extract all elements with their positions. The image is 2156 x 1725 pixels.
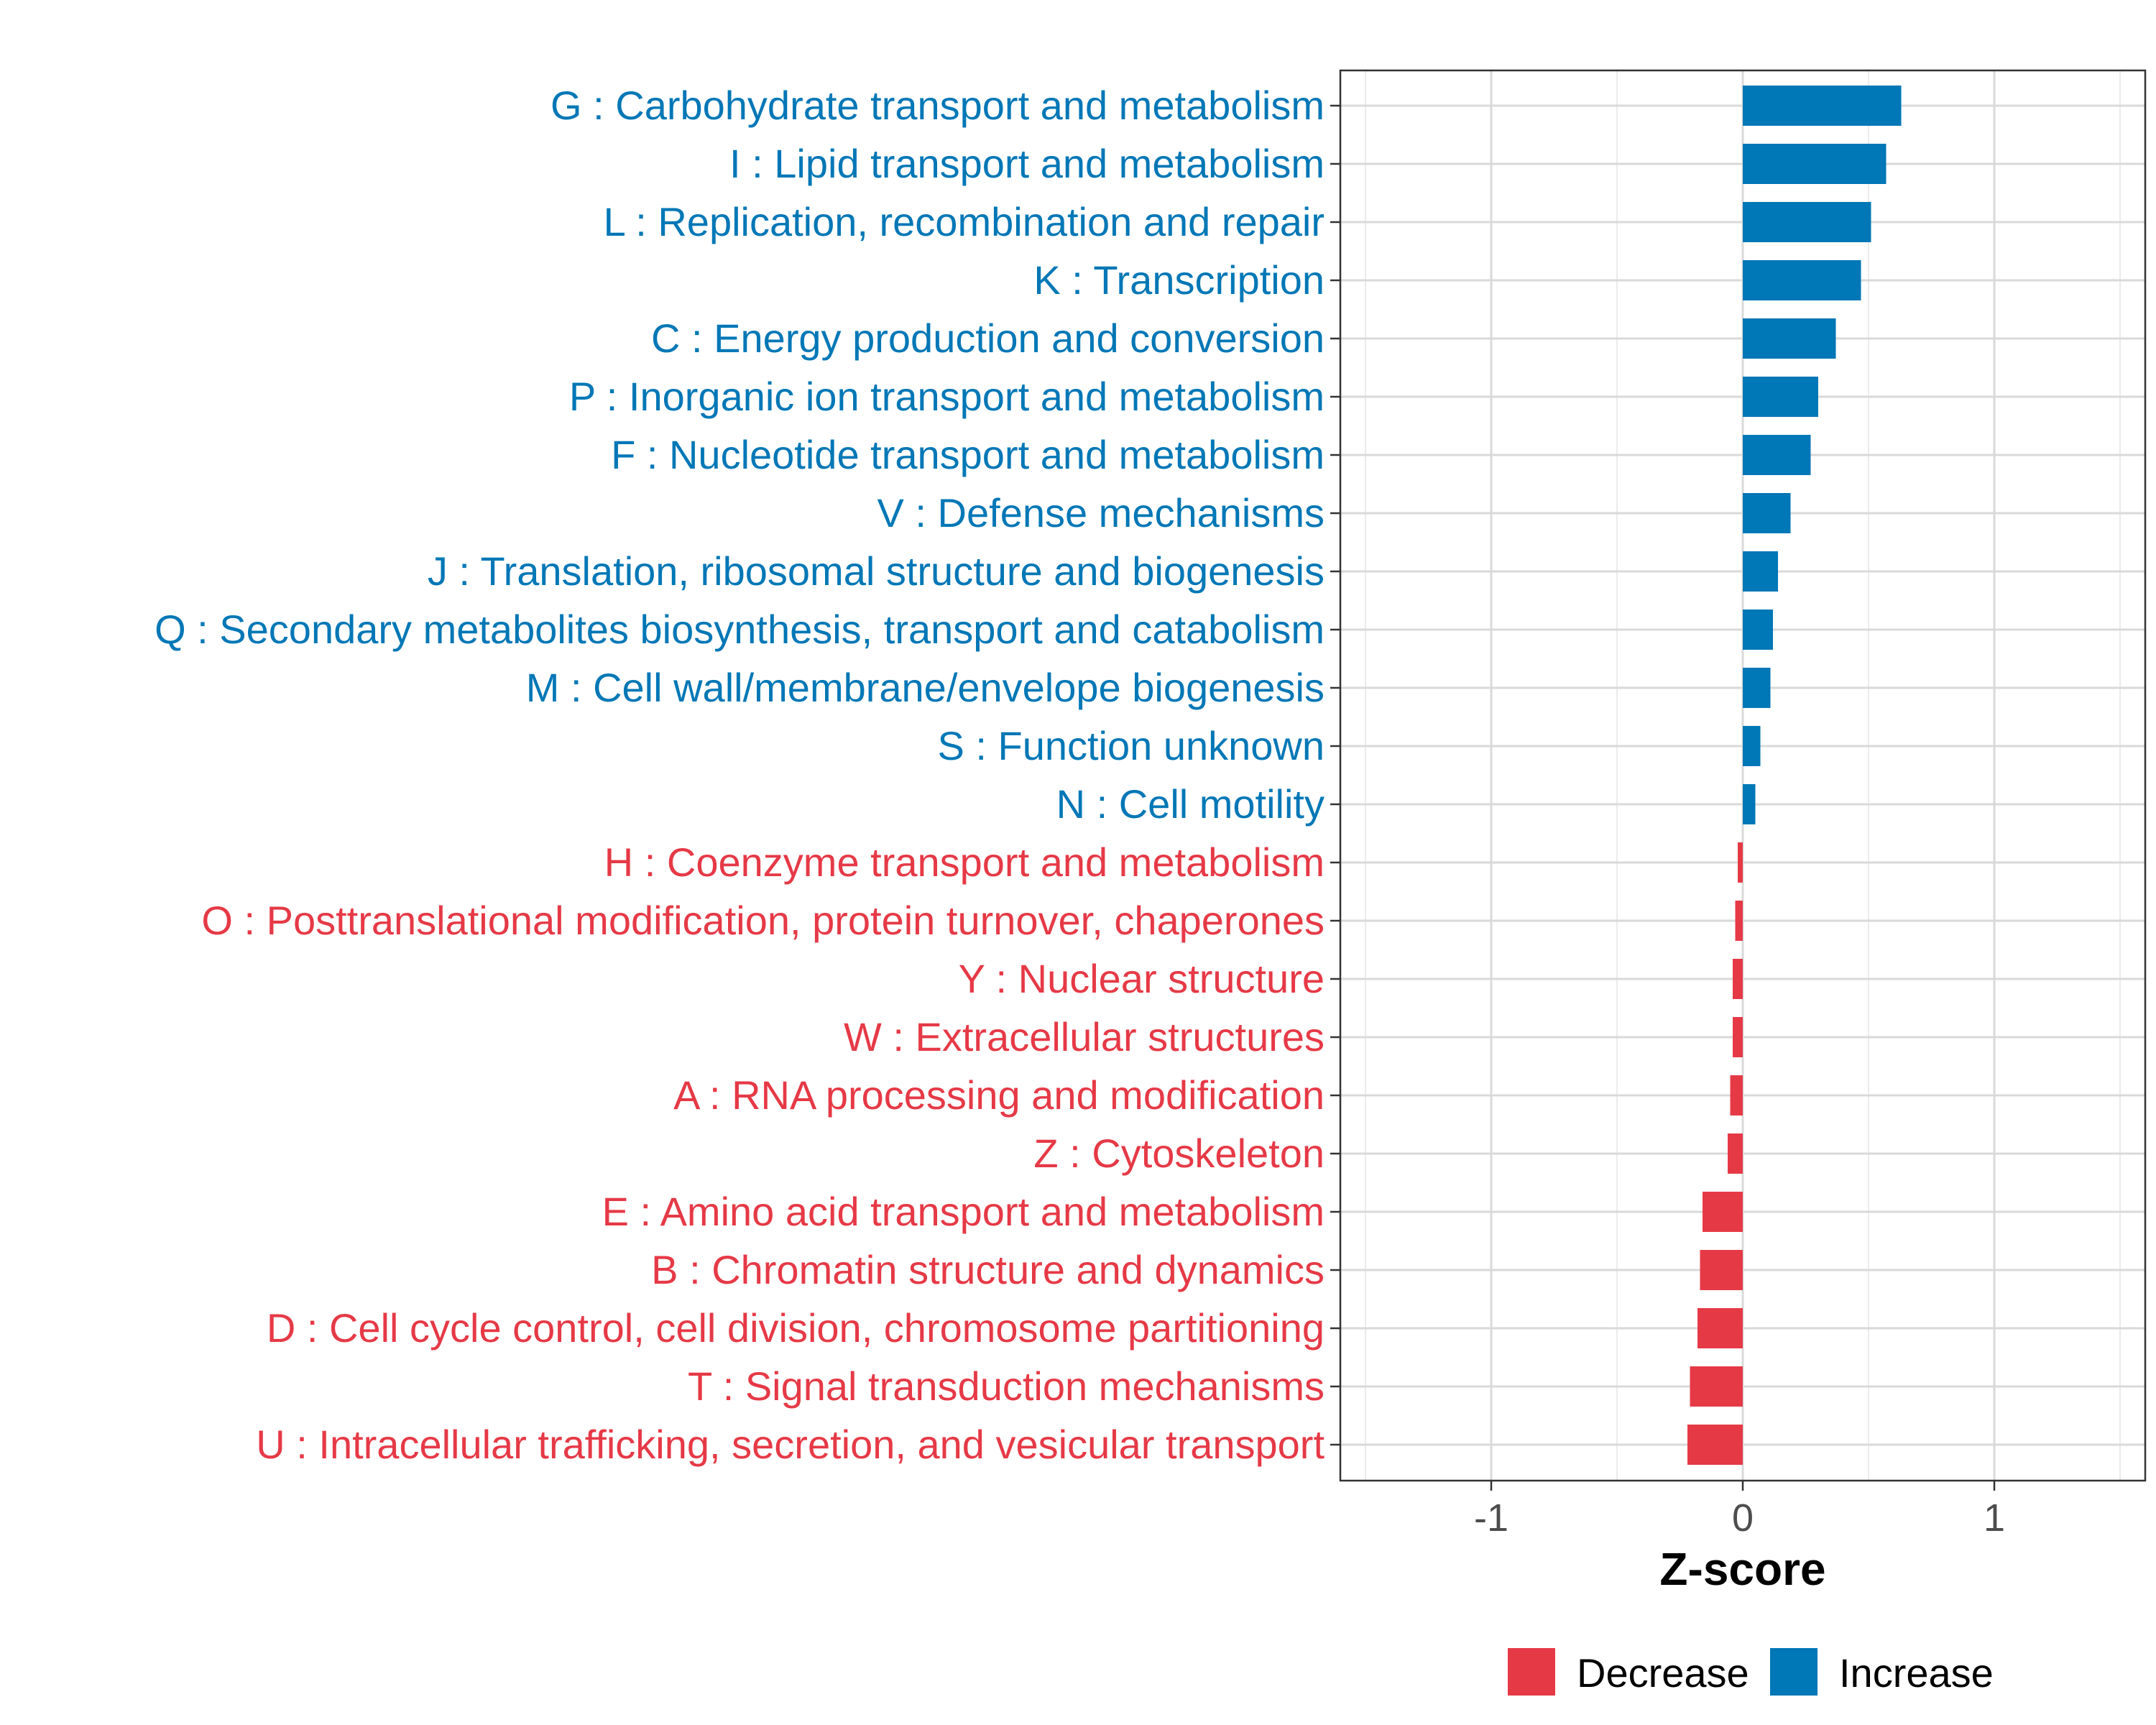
category-label: T : Signal transduction mechanisms [688, 1363, 1325, 1409]
bar [1743, 377, 1818, 417]
category-label: H : Coenzyme transport and metabolism [604, 840, 1325, 885]
legend-label-decrease: Decrease [1577, 1650, 1749, 1696]
category-label: G : Carbohydrate transport and metabolis… [550, 83, 1325, 128]
category-label: Z : Cytoskeleton [1033, 1131, 1325, 1176]
bar-layer [1687, 86, 1902, 1465]
bar [1743, 86, 1902, 126]
category-label: Y : Nuclear structure [959, 956, 1325, 1001]
category-label: A : RNA processing and modification [673, 1072, 1325, 1118]
category-label: W : Extracellular structures [844, 1014, 1325, 1059]
bar [1743, 260, 1861, 300]
bar [1738, 842, 1743, 883]
bar [1697, 1308, 1743, 1348]
bar [1743, 435, 1811, 475]
bar [1743, 493, 1791, 533]
legend-label-increase: Increase [1839, 1650, 1994, 1696]
bar [1743, 784, 1756, 824]
x-tick-label: 0 [1732, 1496, 1754, 1540]
category-label: O : Posttranslational modification, prot… [201, 898, 1325, 943]
category-label: U : Intracellular trafficking, secretion… [256, 1422, 1325, 1467]
legend: Decrease Increase [1508, 1648, 1994, 1696]
category-label: B : Chromatin structure and dynamics [651, 1247, 1325, 1292]
bar [1743, 668, 1771, 708]
bar [1743, 318, 1836, 359]
category-label: E : Amino acid transport and metabolism [602, 1189, 1325, 1234]
bar [1687, 1425, 1743, 1465]
bar [1700, 1250, 1743, 1290]
category-label: Q : Secondary metabolites biosynthesis, … [155, 607, 1325, 652]
category-label: L : Replication, recombination and repai… [604, 199, 1325, 244]
category-label: P : Inorganic ion transport and metaboli… [569, 374, 1325, 419]
x-tick-label: 1 [1984, 1496, 2005, 1540]
legend-swatch-decrease [1508, 1648, 1555, 1696]
bar [1733, 1017, 1743, 1057]
x-axis-ticks: -1 0 1 [1474, 1481, 2005, 1540]
category-label: S : Function unknown [937, 723, 1325, 768]
category-label: V : Defense mechanisms [877, 490, 1325, 535]
bar [1743, 726, 1761, 766]
bar [1728, 1133, 1743, 1174]
bar [1735, 901, 1743, 941]
legend-swatch-increase [1770, 1648, 1818, 1696]
bar [1703, 1192, 1743, 1232]
category-label: C : Energy production and conversion [651, 316, 1325, 361]
bar [1743, 610, 1773, 650]
category-labels: G : Carbohydrate transport and metabolis… [155, 83, 1340, 1467]
x-tick-label: -1 [1474, 1496, 1508, 1540]
category-label: N : Cell motility [1056, 781, 1325, 827]
bar [1743, 202, 1871, 242]
bar [1730, 1075, 1743, 1116]
bar [1733, 959, 1743, 999]
bar [1743, 551, 1778, 592]
category-label: I : Lipid transport and metabolism [729, 141, 1325, 186]
category-label: J : Translation, ribosomal structure and… [428, 548, 1325, 594]
x-axis-title: Z-score [1659, 1543, 1825, 1595]
category-label: K : Transcription [1033, 257, 1325, 303]
category-label: M : Cell wall/membrane/envelope biogenes… [526, 665, 1325, 710]
bar [1743, 144, 1886, 184]
category-label: D : Cell cycle control, cell division, c… [267, 1305, 1325, 1351]
bar [1690, 1366, 1743, 1407]
category-label: F : Nucleotide transport and metabolism [611, 432, 1325, 477]
